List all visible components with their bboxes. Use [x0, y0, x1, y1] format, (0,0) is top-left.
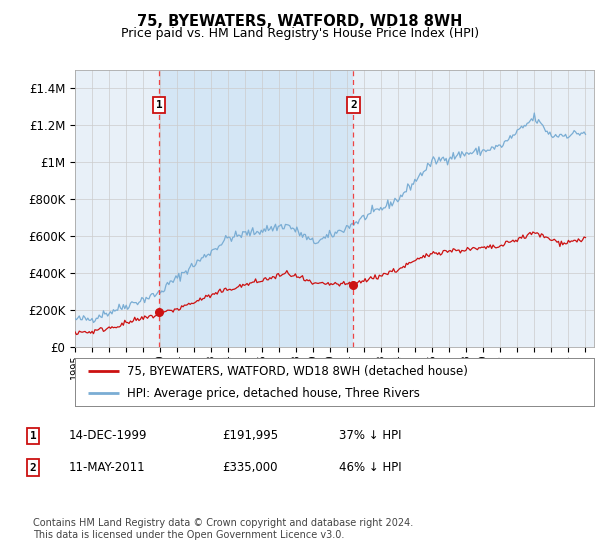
Text: HPI: Average price, detached house, Three Rivers: HPI: Average price, detached house, Thre…: [127, 386, 420, 400]
Text: £335,000: £335,000: [222, 461, 277, 474]
Text: 75, BYEWATERS, WATFORD, WD18 8WH (detached house): 75, BYEWATERS, WATFORD, WD18 8WH (detach…: [127, 365, 468, 378]
Text: 2: 2: [350, 100, 357, 110]
Text: £191,995: £191,995: [222, 429, 278, 442]
Text: 46% ↓ HPI: 46% ↓ HPI: [339, 461, 401, 474]
Text: 1: 1: [156, 100, 163, 110]
Text: 14-DEC-1999: 14-DEC-1999: [69, 429, 148, 442]
Text: 11-MAY-2011: 11-MAY-2011: [69, 461, 146, 474]
Text: Price paid vs. HM Land Registry's House Price Index (HPI): Price paid vs. HM Land Registry's House …: [121, 27, 479, 40]
Text: Contains HM Land Registry data © Crown copyright and database right 2024.
This d: Contains HM Land Registry data © Crown c…: [33, 518, 413, 540]
Text: 2: 2: [29, 463, 37, 473]
Text: 75, BYEWATERS, WATFORD, WD18 8WH: 75, BYEWATERS, WATFORD, WD18 8WH: [137, 14, 463, 29]
Text: 1: 1: [29, 431, 37, 441]
Bar: [159, 70, 353, 347]
Text: 37% ↓ HPI: 37% ↓ HPI: [339, 429, 401, 442]
